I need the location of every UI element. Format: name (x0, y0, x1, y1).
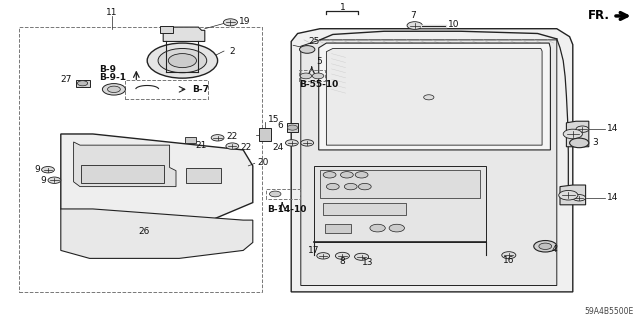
Circle shape (77, 81, 88, 86)
Text: 14: 14 (607, 124, 618, 133)
Bar (19, 27, 262, 292)
Text: 6: 6 (278, 121, 284, 130)
Circle shape (573, 195, 586, 201)
Circle shape (147, 43, 218, 78)
Circle shape (102, 84, 125, 95)
Circle shape (300, 46, 315, 53)
Text: 19: 19 (239, 17, 250, 26)
Circle shape (287, 125, 298, 130)
Circle shape (355, 253, 369, 260)
Bar (323, 203, 406, 215)
Bar (259, 128, 271, 141)
Text: B-55-10: B-55-10 (299, 80, 338, 89)
Text: 11: 11 (106, 8, 118, 17)
Text: B-9-1: B-9-1 (99, 73, 126, 82)
Polygon shape (74, 142, 176, 187)
Bar (186, 168, 221, 183)
Circle shape (211, 135, 224, 141)
Text: 16: 16 (503, 256, 515, 265)
Polygon shape (61, 134, 253, 220)
Circle shape (108, 86, 120, 93)
Text: 5: 5 (316, 57, 322, 66)
Polygon shape (163, 27, 205, 41)
Circle shape (559, 190, 578, 200)
Text: 14: 14 (607, 193, 618, 202)
Polygon shape (291, 29, 573, 292)
Polygon shape (560, 185, 586, 205)
Text: B-14-10: B-14-10 (268, 205, 307, 214)
Text: 21: 21 (195, 141, 207, 150)
Circle shape (223, 19, 237, 26)
Circle shape (168, 54, 196, 68)
Bar (81, 165, 164, 183)
Text: B-7: B-7 (192, 85, 209, 94)
Text: 13: 13 (362, 258, 373, 267)
Text: 1: 1 (340, 4, 345, 12)
Circle shape (323, 172, 336, 178)
Circle shape (407, 22, 422, 29)
Circle shape (269, 191, 281, 197)
Text: FR.: FR. (588, 10, 610, 22)
Text: 17: 17 (308, 246, 319, 255)
Bar (185, 137, 196, 143)
Circle shape (355, 172, 368, 178)
Text: 4: 4 (552, 245, 557, 254)
Circle shape (389, 224, 404, 232)
Text: 9: 9 (40, 176, 46, 185)
Text: 25: 25 (308, 37, 320, 46)
Circle shape (335, 252, 349, 259)
Circle shape (300, 73, 312, 79)
Circle shape (534, 241, 557, 252)
Bar (325, 224, 351, 233)
Text: 7: 7 (411, 11, 416, 20)
Text: 8: 8 (340, 257, 345, 266)
Circle shape (48, 177, 61, 183)
Circle shape (563, 129, 582, 139)
Text: 26: 26 (138, 227, 150, 236)
Circle shape (340, 172, 353, 178)
Circle shape (344, 183, 357, 190)
Bar (320, 170, 480, 198)
Circle shape (42, 167, 54, 173)
Text: 22: 22 (241, 143, 252, 152)
Text: B-9: B-9 (99, 65, 116, 74)
Circle shape (312, 73, 324, 79)
Text: 20: 20 (257, 158, 269, 167)
Text: 22: 22 (226, 132, 237, 141)
Polygon shape (566, 121, 589, 147)
Text: 24: 24 (272, 143, 284, 152)
Circle shape (158, 48, 207, 73)
Bar (76, 80, 90, 87)
Polygon shape (314, 166, 486, 242)
Circle shape (502, 252, 516, 259)
Text: 3: 3 (592, 138, 598, 147)
Text: 10: 10 (448, 20, 460, 29)
Circle shape (370, 224, 385, 232)
Polygon shape (61, 209, 253, 258)
Bar (287, 123, 298, 132)
Circle shape (226, 143, 239, 149)
Text: 2: 2 (229, 47, 235, 56)
Text: 59A4B5500E: 59A4B5500E (584, 307, 634, 315)
Text: 9: 9 (34, 165, 40, 174)
Text: 15: 15 (268, 115, 279, 124)
Polygon shape (301, 40, 557, 286)
Text: 27: 27 (60, 75, 72, 84)
Polygon shape (319, 43, 550, 150)
Circle shape (570, 138, 589, 148)
Bar (125, 80, 208, 99)
Circle shape (358, 183, 371, 190)
Circle shape (285, 140, 298, 146)
Bar (160, 26, 173, 33)
Circle shape (576, 126, 589, 132)
Circle shape (326, 183, 339, 190)
Circle shape (424, 95, 434, 100)
Circle shape (301, 140, 314, 146)
Polygon shape (326, 48, 542, 145)
Circle shape (539, 243, 552, 249)
Circle shape (317, 253, 330, 259)
